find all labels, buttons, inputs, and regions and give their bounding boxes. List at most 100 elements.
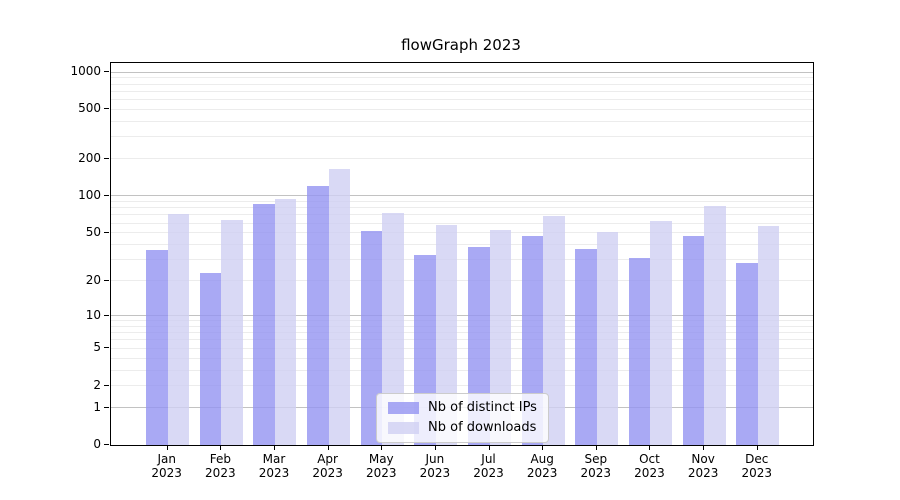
gridline-400 bbox=[111, 120, 813, 122]
bar-distinct-ips-nov bbox=[682, 236, 705, 445]
legend-label-downloads: Nb of downloads bbox=[428, 420, 537, 435]
x-tick-label-mar: Mar 2023 bbox=[258, 452, 290, 480]
y-tick-5 bbox=[104, 347, 109, 349]
gridline-20 bbox=[111, 280, 813, 282]
bar-group-apr bbox=[307, 63, 351, 445]
legend-label-distinct-ips: Nb of distinct IPs bbox=[428, 400, 537, 415]
x-tick-dec bbox=[756, 445, 758, 450]
gridline-300 bbox=[111, 136, 813, 138]
gridline-5 bbox=[111, 347, 813, 349]
bar-distinct-ips-apr bbox=[307, 186, 329, 445]
x-tick-label-aug: Aug 2023 bbox=[526, 452, 558, 480]
y-tick-200 bbox=[104, 157, 109, 159]
y-tick-0 bbox=[104, 444, 109, 445]
y-tick-label-500: 500 bbox=[78, 101, 101, 116]
gridline-200 bbox=[111, 158, 813, 160]
gridline-1000 bbox=[111, 71, 813, 73]
y-tick-1000 bbox=[104, 71, 109, 73]
gridline-80 bbox=[111, 207, 813, 209]
bar-downloads-jul bbox=[489, 229, 512, 445]
y-tick-10 bbox=[104, 314, 109, 316]
gridline-70 bbox=[111, 214, 813, 216]
y-tick-label-2: 2 bbox=[93, 377, 101, 392]
gridline-90 bbox=[111, 200, 813, 202]
y-tick-label-5: 5 bbox=[93, 340, 101, 355]
x-tick-label-jul: Jul 2023 bbox=[473, 452, 504, 480]
bar-distinct-ips-jan bbox=[146, 250, 168, 445]
legend-row-downloads: Nb of downloads bbox=[388, 420, 537, 435]
bar-downloads-dec bbox=[757, 225, 780, 445]
y-tick-label-0: 0 bbox=[93, 437, 101, 451]
bar-downloads-aug bbox=[543, 215, 565, 445]
x-tick-label-feb: Feb 2023 bbox=[205, 452, 236, 480]
legend-row-distinct-ips: Nb of distinct IPs bbox=[388, 400, 537, 415]
x-tick-label-apr: Apr 2023 bbox=[312, 452, 343, 480]
gridline-8 bbox=[111, 325, 813, 327]
gridline-2 bbox=[111, 385, 813, 387]
bar-downloads-nov bbox=[704, 205, 726, 445]
y-tick-500 bbox=[104, 108, 109, 110]
x-tick-apr bbox=[327, 445, 329, 450]
x-tick-aug bbox=[542, 445, 544, 450]
bar-downloads-sep bbox=[596, 231, 619, 445]
bar-distinct-ips-dec bbox=[736, 263, 758, 445]
legend-swatch-distinct-ips bbox=[388, 401, 419, 414]
gridline-7 bbox=[111, 332, 813, 334]
x-tick-jul bbox=[488, 445, 490, 450]
bar-downloads-may bbox=[382, 213, 404, 445]
x-tick-label-jun: Jun 2023 bbox=[419, 452, 451, 480]
x-tick-label-jan: Jan 2023 bbox=[151, 452, 182, 480]
x-tick-label-oct: Oct 2023 bbox=[634, 452, 665, 480]
gridline-3 bbox=[111, 369, 813, 371]
x-tick-feb bbox=[220, 445, 222, 450]
gridline-800 bbox=[111, 83, 813, 85]
x-tick-label-may: May 2023 bbox=[365, 452, 397, 480]
gridline-60 bbox=[111, 222, 813, 224]
bar-group-jun bbox=[414, 63, 458, 445]
y-tick-label-1: 1 bbox=[93, 399, 101, 414]
x-tick-may bbox=[381, 445, 383, 450]
y-tick-2 bbox=[104, 384, 109, 386]
gridline-9 bbox=[111, 320, 813, 322]
bar-downloads-oct bbox=[650, 220, 672, 445]
legend: Nb of distinct IPs Nb of downloads bbox=[376, 393, 549, 443]
y-tick-label-10: 10 bbox=[85, 307, 101, 322]
bar-downloads-jan bbox=[167, 214, 190, 445]
gridline-40 bbox=[111, 244, 813, 246]
y-tick-label-1000: 1000 bbox=[70, 64, 101, 79]
y-tick-20 bbox=[104, 279, 109, 281]
x-tick-sep bbox=[595, 445, 597, 450]
y-tick-1 bbox=[104, 406, 109, 408]
y-tick-50 bbox=[104, 231, 109, 233]
y-tick-label-100: 100 bbox=[78, 187, 101, 202]
bar-group-jan bbox=[146, 63, 190, 445]
bar-group-jul bbox=[468, 63, 512, 445]
bar-downloads-feb bbox=[221, 219, 243, 445]
legend-swatch-downloads bbox=[388, 421, 419, 434]
bar-distinct-ips-mar bbox=[253, 203, 275, 445]
bar-downloads-mar bbox=[274, 199, 297, 445]
bar-group-dec bbox=[736, 63, 780, 445]
bar-group-nov bbox=[682, 63, 726, 445]
bar-downloads-apr bbox=[328, 169, 351, 445]
gridline-30 bbox=[111, 259, 813, 261]
chart-title: flowGraph 2023 bbox=[401, 36, 521, 54]
bar-group-may bbox=[360, 63, 404, 445]
x-tick-label-nov: Nov 2023 bbox=[687, 452, 719, 480]
plot-area: Nb of distinct IPs Nb of downloads bbox=[110, 62, 814, 446]
gridline-6 bbox=[111, 339, 813, 341]
gridline-600 bbox=[111, 99, 813, 101]
bar-downloads-jun bbox=[435, 224, 458, 445]
y-tick-label-20: 20 bbox=[85, 272, 101, 287]
gridline-500 bbox=[111, 108, 813, 110]
gridline-50 bbox=[111, 232, 813, 234]
bar-distinct-ips-feb bbox=[199, 273, 222, 445]
x-tick-label-sep: Sep 2023 bbox=[580, 452, 612, 480]
y-tick-label-50: 50 bbox=[85, 224, 101, 239]
bar-distinct-ips-may bbox=[360, 230, 383, 445]
bar-group-sep bbox=[575, 63, 619, 445]
bar-group-oct bbox=[628, 63, 672, 445]
bar-group-feb bbox=[199, 63, 243, 445]
bar-group-mar bbox=[253, 63, 297, 445]
